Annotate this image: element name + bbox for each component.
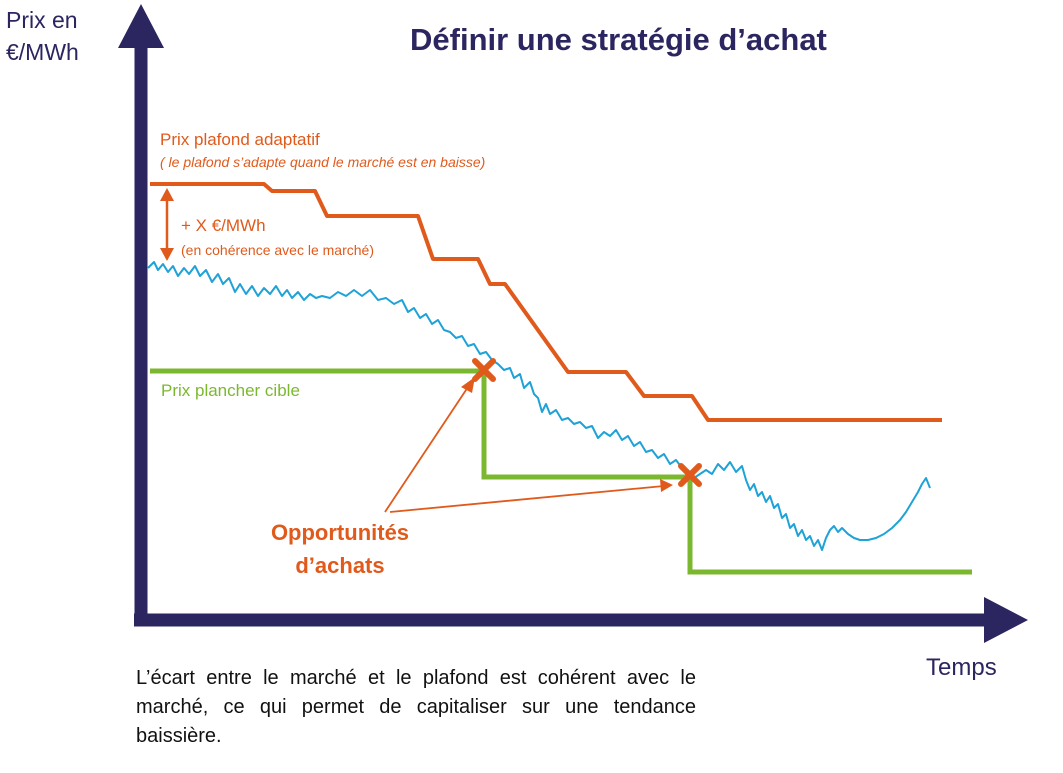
y-axis-label: Prix en €/MWh (6, 4, 79, 68)
footer-note: L’écart entre le marché et le plafond es… (136, 667, 696, 747)
opportunities-label-line: d’achats (295, 553, 385, 578)
x-axis-arrow (984, 597, 1028, 643)
diagram-title: Définir une stratégie d’achat (410, 22, 827, 57)
floor-label: Prix plancher cible (161, 381, 300, 400)
spread-label: + X €/MWh (181, 216, 266, 235)
spread-note: (en cohérence avec le marché) (181, 242, 374, 258)
cap-price-line (150, 182, 942, 422)
axes (118, 4, 1028, 643)
market-price-line (147, 261, 931, 551)
x-axis-label: Temps (926, 654, 997, 681)
opportunities-label-line: Opportunités (270, 520, 410, 545)
cap-note: ( le plafond s’adapte quand le marché es… (160, 154, 486, 170)
opportunity-callouts (384, 377, 673, 513)
spread-arrow (160, 188, 174, 261)
cross-icon (472, 358, 496, 382)
cross-icon (678, 463, 702, 487)
cap-label: Prix plafond adaptatif (160, 130, 320, 149)
y-axis-label-line: €/MWh (6, 39, 79, 65)
opportunities-label: Opportunités d’achats (250, 516, 430, 582)
floor-price-line (150, 368, 972, 575)
y-axis-label-line: Prix en (6, 7, 78, 33)
y-axis-arrow (118, 4, 164, 48)
